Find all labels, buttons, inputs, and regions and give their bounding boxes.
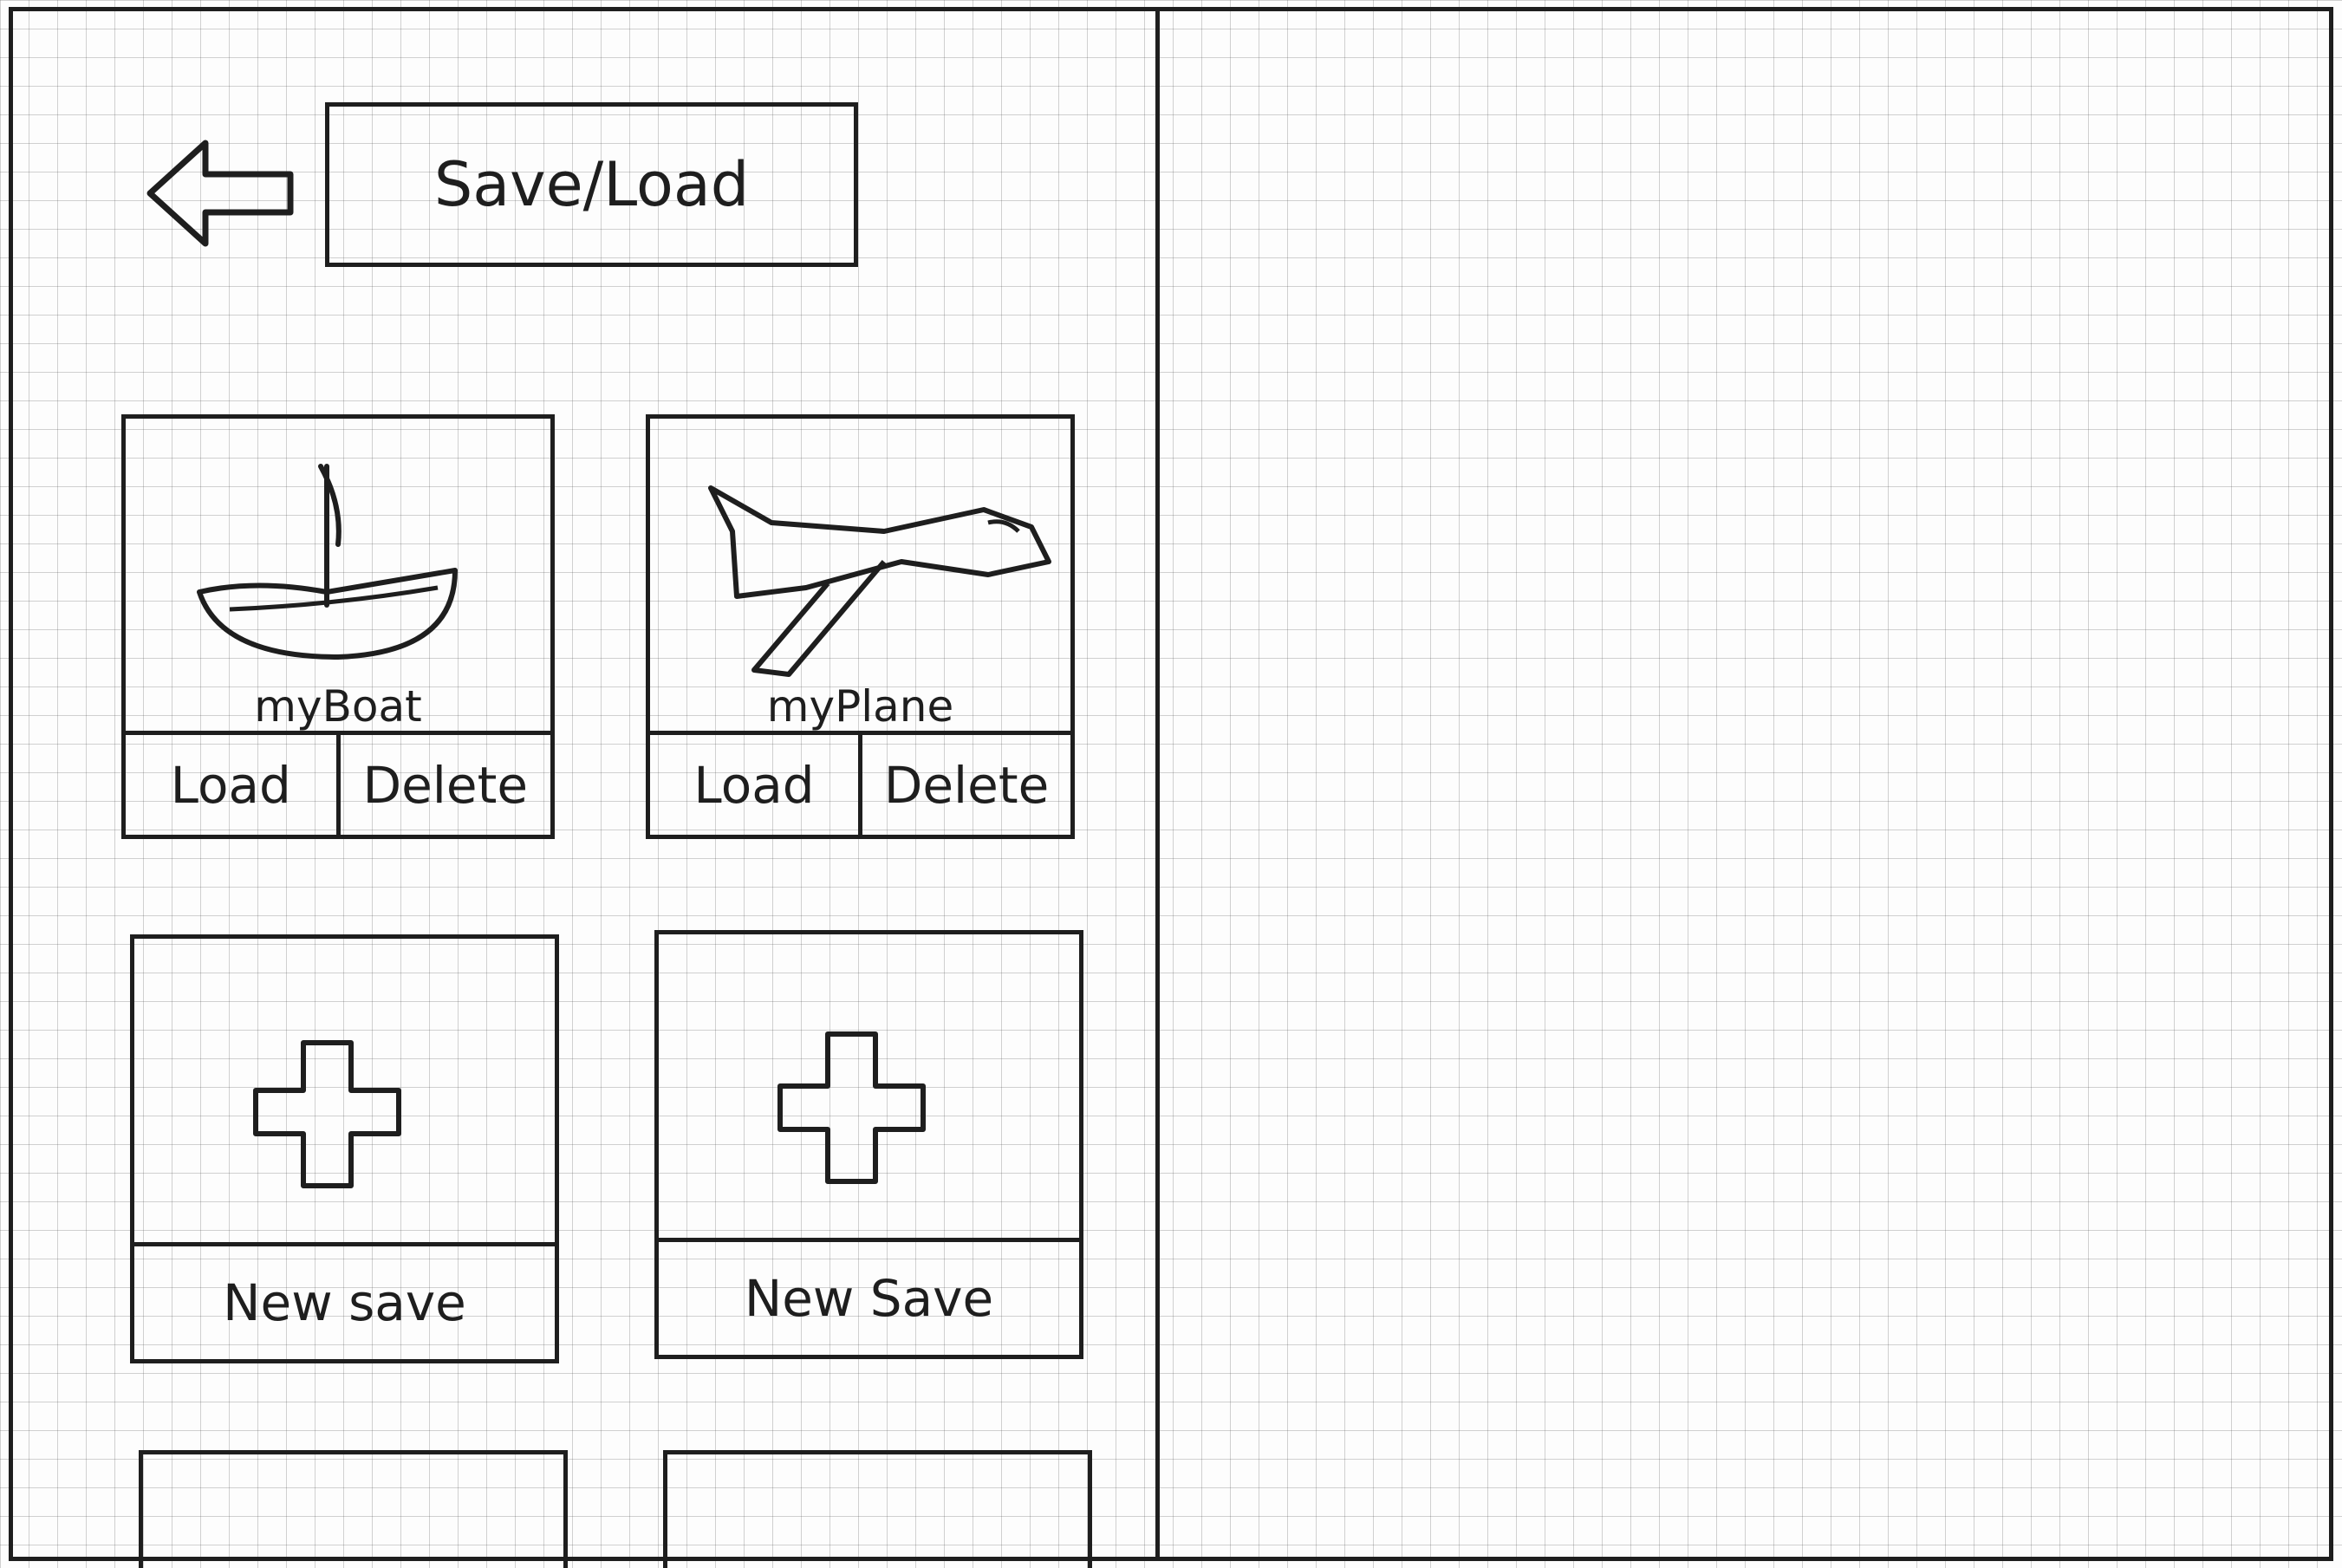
save-thumbnail: [126, 419, 550, 679]
page-title: Save/Load: [325, 102, 858, 267]
new-save-icon-area: [659, 934, 1079, 1238]
plus-icon: [253, 1040, 401, 1188]
delete-button[interactable]: Delete: [858, 735, 1070, 835]
back-button[interactable]: [143, 133, 299, 254]
new-save-label: New Save: [659, 1238, 1079, 1355]
preview-canvas: [1160, 11, 2329, 1557]
app-frame: [9, 7, 2333, 1561]
load-button[interactable]: Load: [170, 755, 291, 815]
panel-divider: [1155, 7, 1160, 1561]
save-load-panel: Save/Load myBoat Load Delete myPlane: [13, 11, 1155, 1568]
save-slot-myplane: myPlane Load Delete: [646, 414, 1075, 839]
save-slot-partial[interactable]: [663, 1450, 1092, 1568]
new-save-slot[interactable]: New Save: [654, 930, 1083, 1359]
new-save-slot[interactable]: New save: [130, 934, 559, 1363]
new-save-icon-area: [134, 939, 555, 1242]
save-thumbnail: [650, 419, 1070, 679]
save-actions: Load Delete: [650, 731, 1070, 835]
delete-button[interactable]: Delete: [335, 735, 551, 835]
arrow-left-icon: [146, 140, 294, 247]
plane-icon: [708, 485, 1051, 677]
plus-icon: [777, 1031, 926, 1184]
save-slot-partial[interactable]: [139, 1450, 568, 1568]
save-actions: Load Delete: [126, 731, 550, 835]
save-slot-myboat: myBoat Load Delete: [121, 414, 555, 839]
save-name: myBoat: [254, 681, 422, 732]
load-button[interactable]: Load: [693, 755, 815, 815]
boat-icon: [197, 464, 458, 660]
save-name: myPlane: [766, 681, 954, 732]
new-save-label: New save: [134, 1242, 555, 1359]
